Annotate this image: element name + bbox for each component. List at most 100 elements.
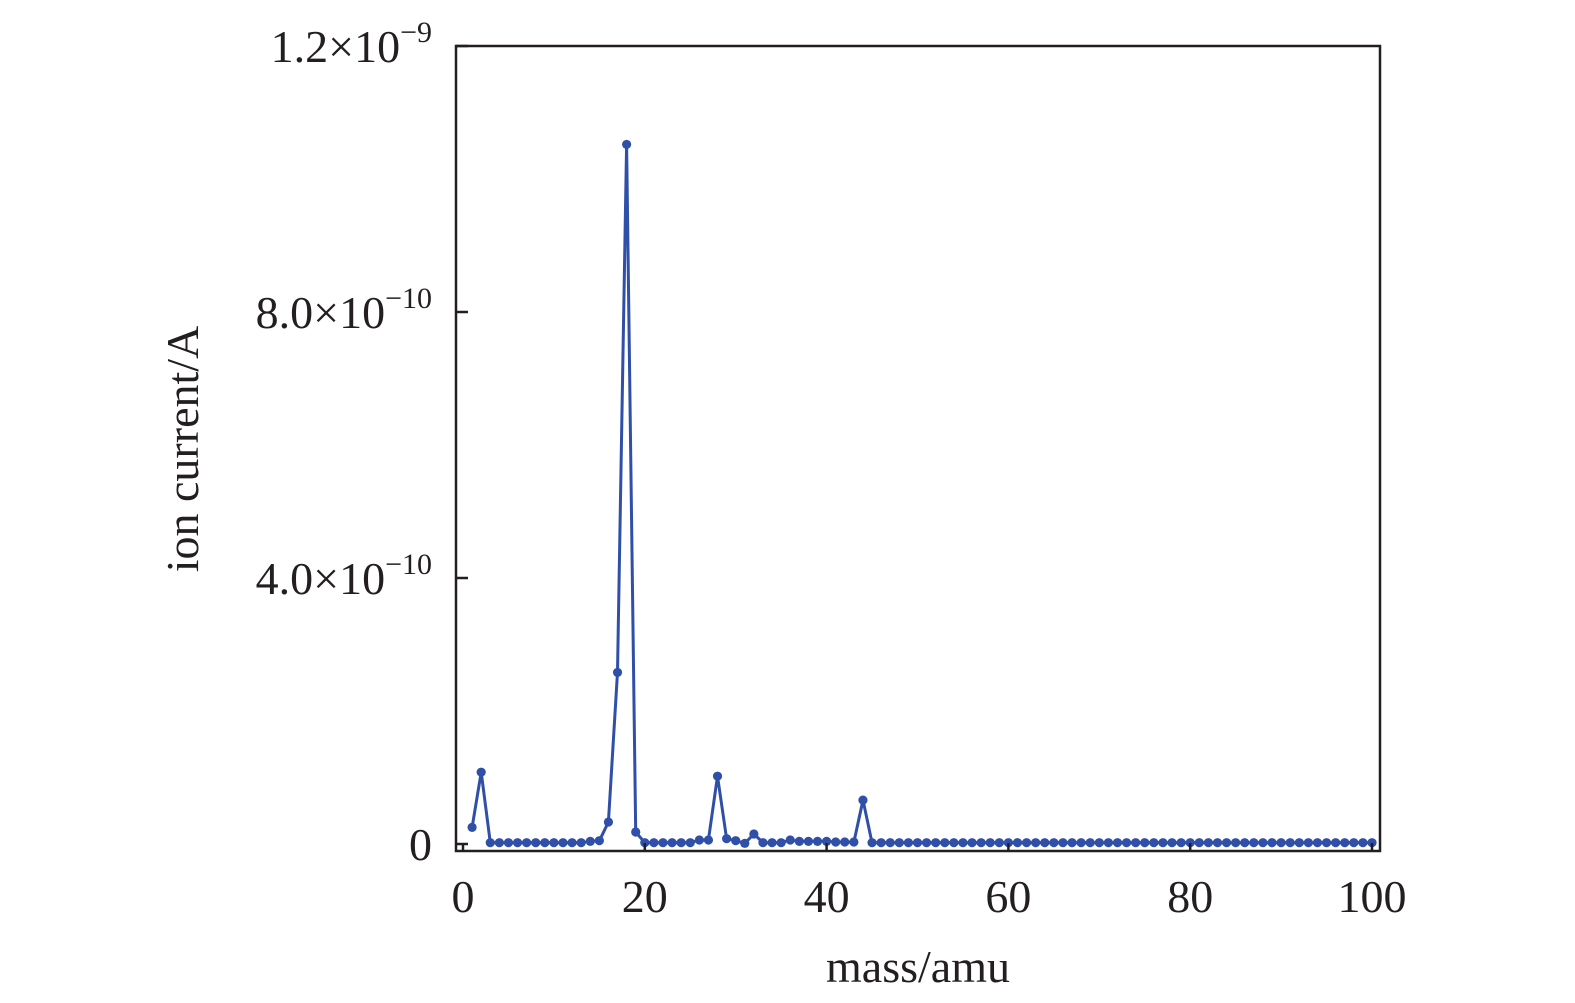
data-point [1294,838,1304,848]
data-point [1049,838,1059,848]
data-point [967,838,977,848]
data-point [903,838,914,848]
data-point [976,838,986,848]
data-point [931,838,941,848]
data-point [822,836,832,846]
data-point [567,838,577,848]
data-point [1221,838,1232,848]
data-point [649,838,659,848]
data-point [549,838,559,848]
data-point [831,837,841,847]
data-point [1212,838,1223,848]
data-point [712,771,723,781]
data-point [594,836,604,846]
data-point [785,835,795,845]
data-point [1103,838,1113,848]
data-point [885,838,895,848]
data-point [603,817,614,827]
plot-frame [454,44,1382,853]
data-point [476,767,486,777]
data-point [1303,838,1313,848]
x-tick-label: 60 [985,871,1031,922]
data-point [612,667,623,678]
data-point [776,838,786,848]
y-axis-title: ion current/A [157,326,208,573]
data-point [1040,838,1050,848]
data-point [894,838,904,848]
data-point [485,838,495,848]
data-point [631,827,641,837]
data-point [1249,838,1259,848]
x-tick-label: 20 [622,871,668,922]
data-point [876,838,886,848]
data-point [1085,838,1095,848]
data-point [1067,838,1077,848]
data-point [1258,838,1268,848]
data-point [985,838,995,848]
data-point [1076,838,1086,848]
data-point [640,838,650,848]
x-tick-label: 80 [1167,871,1213,922]
data-point [1321,838,1332,848]
data-point [749,829,759,839]
data-point [1176,838,1186,848]
data-point [585,836,595,846]
y-tick-label: 4.0×10−10 [256,548,432,604]
data-point [1331,838,1341,848]
data-point [921,838,932,848]
x-tick-label: 100 [1338,871,1407,922]
y-tick-label: 1.2×10−9 [271,16,432,72]
data-point [940,838,950,848]
data-point [1003,838,1014,848]
y-tick-label: 0 [409,819,432,870]
x-axis: 0 20 40 60 80 100 [452,843,1407,922]
data-point [958,838,968,848]
data-point [622,139,632,150]
data-point [858,795,868,805]
data-point [685,838,695,848]
data-point [576,838,586,848]
data-point [722,834,732,844]
y-axis: 0 4.0×10−10 8.0×10−10 1.2×10−9 [256,16,468,870]
data-point [949,838,959,848]
data-point [912,838,923,848]
data-point [1358,838,1368,848]
data-point [658,838,668,848]
data-point [503,838,514,848]
data-point [1058,838,1068,848]
data-point [522,838,532,848]
data-point [1185,838,1195,848]
data-point [676,838,686,848]
data-point [1158,838,1168,848]
data-point [1340,838,1350,848]
data-point [1367,838,1377,848]
data-point [1349,838,1359,848]
x-tick-label: 40 [804,871,850,922]
data-point [1203,838,1213,848]
data-point [1149,838,1159,848]
data-point [794,836,804,846]
x-tick-label: 0 [452,871,475,922]
data-point [1094,838,1104,848]
data-point [1121,838,1132,848]
data-point [849,837,859,847]
data-point [558,838,568,848]
data-point [1021,838,1032,848]
data-point [867,838,877,848]
data-point [1285,838,1295,848]
data-point [467,822,477,832]
data-point [667,838,677,848]
data-point [1031,838,1041,848]
data-point [1231,838,1241,848]
plot-area [454,44,1382,853]
data-point [1240,838,1250,848]
data-point [1140,838,1150,848]
data-point [758,838,768,848]
data-point [694,835,704,845]
series-line [470,142,1372,845]
y-tick-label: 8.0×10−10 [256,282,432,338]
data-point [512,838,523,848]
data-point [994,838,1004,848]
data-point [812,836,823,846]
